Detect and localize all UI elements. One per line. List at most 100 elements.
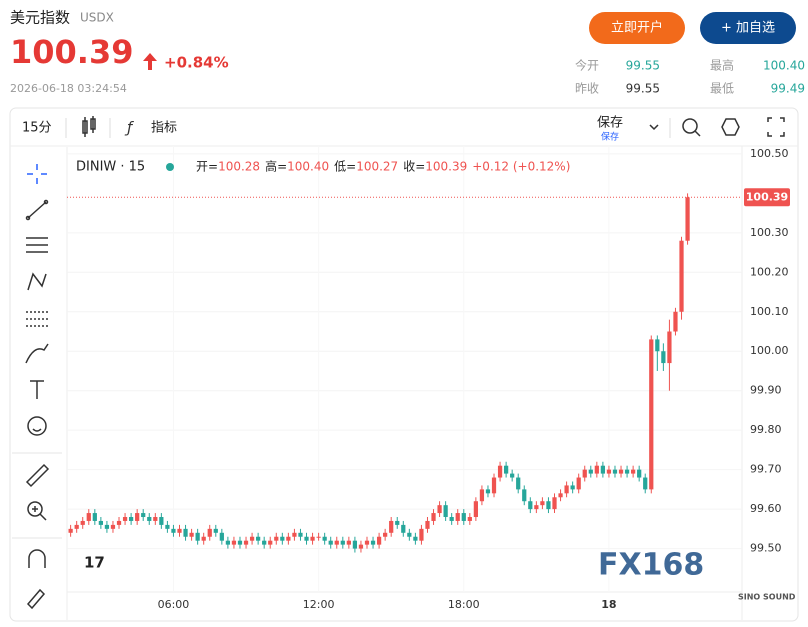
tv-logo: 17: [84, 554, 105, 572]
candle-body: [383, 532, 388, 537]
save-sub[interactable]: 保存: [601, 131, 619, 143]
candle-body: [256, 536, 261, 541]
candle-body: [685, 197, 690, 241]
candle-body: [582, 469, 587, 478]
candle-body: [219, 532, 224, 541]
candle-body: [183, 528, 188, 537]
candle-body: [128, 517, 134, 521]
candle-body: [195, 532, 200, 541]
fullscreen-icon[interactable]: [767, 117, 785, 137]
candle-body: [280, 536, 285, 541]
candle-body: [510, 473, 515, 478]
candle-body: [570, 485, 575, 490]
indicators[interactable]: 指标: [151, 121, 177, 136]
candle-body: [534, 505, 539, 510]
candle-body: [667, 331, 672, 364]
y-tick-label: 99.50: [750, 542, 782, 555]
legend-value: 100.28: [218, 160, 260, 174]
candle-body: [316, 536, 321, 538]
candle-body: [249, 536, 255, 541]
legend-label: 低=: [334, 160, 356, 174]
candle-body: [243, 540, 249, 545]
legend-value: 100.39: [425, 160, 467, 174]
candle-body: [485, 489, 491, 494]
candle-body: [395, 520, 400, 525]
y-tick-label: 100.00: [750, 344, 789, 357]
candle-body: [171, 528, 176, 533]
y-tick-label: 99.70: [750, 463, 782, 476]
candle-body: [461, 513, 466, 521]
candle-body: [425, 520, 430, 529]
candle-body: [479, 489, 485, 502]
y-tick-label: 100.10: [750, 305, 789, 318]
watermark: FX168: [598, 548, 704, 583]
watchlist-label[interactable]: + 加自选: [721, 21, 775, 36]
candle-body: [594, 465, 599, 474]
alert-icon[interactable]: [682, 118, 701, 137]
candle-body: [110, 524, 116, 529]
candle-body: [449, 517, 454, 521]
open-account-button[interactable]: [589, 12, 685, 44]
y-tick-label: 100.50: [750, 147, 789, 160]
candle-icon[interactable]: [82, 116, 96, 137]
candle-body: [177, 528, 182, 533]
drawing-tools[interactable]: [12, 164, 62, 610]
symbol: DINIW · 15: [76, 160, 145, 175]
candle-body: [268, 540, 273, 545]
timestamp: 2026-06-18 03:24:54: [10, 82, 127, 95]
stat-value: 99.55: [626, 59, 660, 73]
y-tick-label: 99.80: [750, 423, 782, 436]
open-account-label[interactable]: 立即开户: [611, 20, 663, 36]
candle-body: [352, 540, 358, 549]
candle-body: [497, 465, 503, 478]
candle-body: [346, 540, 351, 545]
candle-body: [92, 513, 97, 521]
candle-body: [201, 536, 206, 541]
candle-body: [86, 513, 91, 521]
price: 100.39: [10, 33, 133, 71]
candle-body: [334, 540, 339, 545]
candle-body: [80, 520, 85, 525]
candle-body: [528, 501, 533, 510]
candle-body: [503, 465, 509, 474]
fx-icon[interactable]: ƒ: [124, 119, 134, 137]
candle-body: [624, 469, 630, 474]
save[interactable]: 保存: [597, 116, 623, 131]
candle-body: [153, 517, 158, 521]
candle-body: [165, 524, 170, 529]
settings-icon[interactable]: [721, 118, 740, 136]
candle-body: [546, 501, 551, 510]
candle-body: [304, 536, 309, 541]
candle-body: [389, 520, 394, 533]
candle-body: [522, 489, 527, 502]
candle-body: [576, 477, 581, 490]
candle-body: [407, 532, 412, 537]
dropdown[interactable]: [649, 124, 659, 131]
candle-body: [68, 528, 73, 533]
candle-body: [473, 501, 478, 518]
candle-body: [467, 517, 472, 521]
candle-body: [649, 339, 654, 490]
stat-label: 最高: [710, 58, 734, 73]
y-tick-label: 99.60: [750, 502, 782, 515]
candle-body: [637, 469, 642, 478]
candle-body: [600, 465, 606, 474]
candle-body: [231, 540, 237, 545]
candle-body: [286, 536, 291, 541]
title: 美元指数: [10, 9, 70, 27]
candle-body: [655, 339, 660, 352]
change: +0.84%: [164, 54, 229, 72]
candle-body: [340, 540, 345, 545]
interval[interactable]: 15分: [22, 121, 52, 136]
watchlist-button[interactable]: [700, 12, 796, 44]
candle-body: [679, 240, 684, 312]
up-arrow: [143, 53, 157, 70]
plot: 99.50 99.60 99.70 99.80 99.90 100.00 100.10 100…: [67, 146, 796, 620]
candle-body: [310, 536, 315, 541]
stat-label: 今开: [575, 58, 599, 73]
candle-body: [618, 469, 624, 474]
candle-body: [606, 469, 612, 474]
last-price-tag: [744, 188, 790, 207]
legend-value: 100.40: [287, 160, 329, 174]
